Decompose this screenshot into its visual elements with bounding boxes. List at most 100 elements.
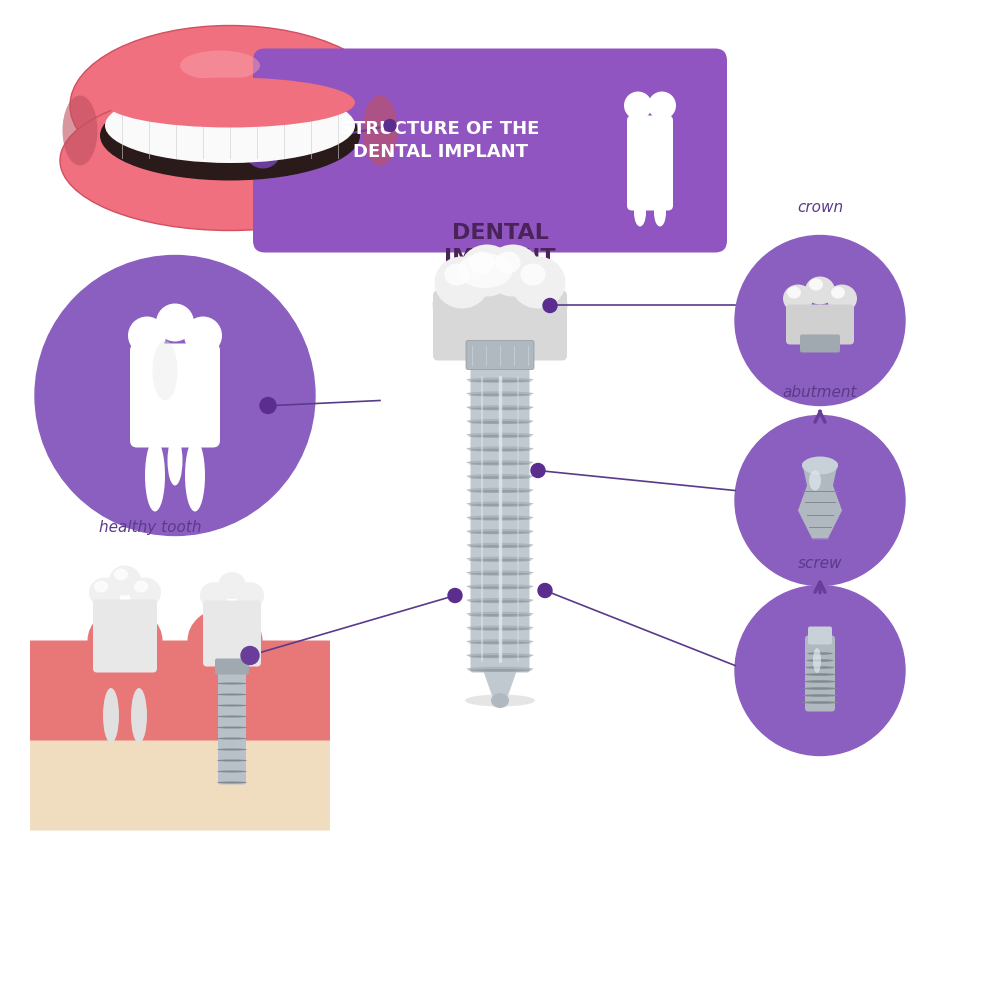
Ellipse shape <box>168 435 182 485</box>
Text: healthy tooth: healthy tooth <box>99 521 201 536</box>
FancyBboxPatch shape <box>466 340 534 369</box>
Ellipse shape <box>496 251 520 273</box>
Ellipse shape <box>466 557 534 562</box>
FancyBboxPatch shape <box>433 290 567 360</box>
Ellipse shape <box>648 91 676 119</box>
Ellipse shape <box>805 674 835 676</box>
Ellipse shape <box>466 377 534 382</box>
Ellipse shape <box>470 251 494 273</box>
Ellipse shape <box>465 695 535 707</box>
Ellipse shape <box>217 683 247 685</box>
Ellipse shape <box>466 667 534 672</box>
Polygon shape <box>472 641 528 696</box>
Ellipse shape <box>217 760 247 762</box>
Circle shape <box>735 586 905 756</box>
Ellipse shape <box>783 284 813 312</box>
Ellipse shape <box>624 91 652 119</box>
FancyBboxPatch shape <box>203 601 261 667</box>
Ellipse shape <box>105 88 355 163</box>
Ellipse shape <box>217 716 247 718</box>
Ellipse shape <box>468 573 532 576</box>
Ellipse shape <box>128 316 166 354</box>
Ellipse shape <box>129 578 161 608</box>
Ellipse shape <box>217 705 247 707</box>
Ellipse shape <box>134 581 148 593</box>
Ellipse shape <box>217 749 247 751</box>
Ellipse shape <box>156 303 194 341</box>
Ellipse shape <box>466 543 534 548</box>
Ellipse shape <box>468 587 532 590</box>
Ellipse shape <box>806 660 834 662</box>
Ellipse shape <box>466 640 534 644</box>
Ellipse shape <box>802 702 838 704</box>
Ellipse shape <box>184 316 222 354</box>
Ellipse shape <box>457 253 512 288</box>
Ellipse shape <box>466 529 534 534</box>
Ellipse shape <box>188 608 262 673</box>
Ellipse shape <box>466 612 534 617</box>
Ellipse shape <box>827 284 857 312</box>
Ellipse shape <box>804 681 836 683</box>
Circle shape <box>543 298 557 312</box>
Ellipse shape <box>217 771 247 773</box>
Ellipse shape <box>520 263 546 285</box>
Ellipse shape <box>468 628 532 631</box>
Ellipse shape <box>466 598 534 603</box>
Ellipse shape <box>468 476 532 479</box>
Ellipse shape <box>805 276 835 304</box>
Ellipse shape <box>468 393 532 396</box>
Ellipse shape <box>89 578 121 608</box>
Ellipse shape <box>70 25 390 185</box>
Ellipse shape <box>807 653 833 655</box>
Ellipse shape <box>468 434 532 437</box>
FancyBboxPatch shape <box>805 636 835 712</box>
Ellipse shape <box>217 694 247 696</box>
Circle shape <box>241 647 259 665</box>
FancyBboxPatch shape <box>808 627 832 645</box>
Ellipse shape <box>468 546 532 548</box>
Text: DENTAL
IMPLANT: DENTAL IMPLANT <box>444 223 556 268</box>
Ellipse shape <box>809 278 823 290</box>
Ellipse shape <box>432 263 568 348</box>
Circle shape <box>531 463 545 477</box>
Ellipse shape <box>466 585 534 589</box>
Ellipse shape <box>466 653 534 658</box>
Circle shape <box>384 119 396 131</box>
Ellipse shape <box>109 566 141 596</box>
Ellipse shape <box>468 462 532 465</box>
Ellipse shape <box>100 90 360 180</box>
Ellipse shape <box>802 456 838 474</box>
Ellipse shape <box>466 446 534 450</box>
Ellipse shape <box>60 90 400 230</box>
Ellipse shape <box>152 340 178 400</box>
Ellipse shape <box>434 256 490 308</box>
Ellipse shape <box>200 582 228 609</box>
Ellipse shape <box>466 418 534 423</box>
Ellipse shape <box>362 95 398 165</box>
Ellipse shape <box>466 391 534 395</box>
Ellipse shape <box>831 286 845 298</box>
Ellipse shape <box>217 738 247 740</box>
FancyBboxPatch shape <box>215 659 249 675</box>
Ellipse shape <box>654 198 666 226</box>
Ellipse shape <box>468 504 532 507</box>
Ellipse shape <box>468 642 532 645</box>
Ellipse shape <box>468 379 532 382</box>
FancyBboxPatch shape <box>471 365 530 673</box>
Ellipse shape <box>468 407 532 410</box>
Ellipse shape <box>468 669 532 672</box>
Ellipse shape <box>787 286 801 298</box>
Ellipse shape <box>803 688 837 690</box>
Ellipse shape <box>468 421 532 424</box>
Ellipse shape <box>185 439 205 512</box>
Ellipse shape <box>466 502 534 506</box>
Ellipse shape <box>444 263 470 285</box>
Circle shape <box>260 397 276 413</box>
Ellipse shape <box>466 487 534 492</box>
Ellipse shape <box>236 582 264 609</box>
Ellipse shape <box>145 439 165 512</box>
Ellipse shape <box>466 405 534 409</box>
Ellipse shape <box>634 198 646 226</box>
Ellipse shape <box>460 244 514 296</box>
Ellipse shape <box>466 626 534 630</box>
